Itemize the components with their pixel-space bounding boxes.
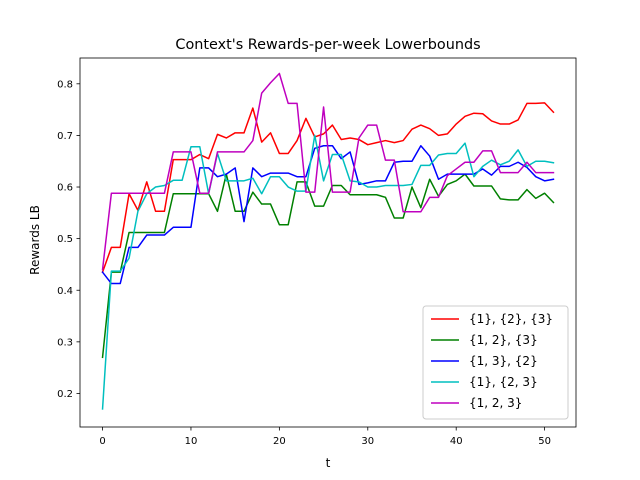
legend-box [422, 305, 569, 420]
y-tick-label: 0.3 [57, 337, 73, 348]
x-tick-label: 10 [185, 436, 198, 447]
legend: {1}, {2}, {3} {1, 2}, {3} {1, 3}, {2} {1}, … [422, 305, 569, 420]
series-line-3 [101, 134, 555, 410]
y-tick-label: 0.6 [57, 183, 73, 194]
x-tick-label: 50 [538, 436, 551, 447]
legend-label-0: {1}, {2}, {3} [469, 312, 553, 326]
x-tick-label: 0 [99, 436, 105, 447]
x-tick-label: 30 [361, 436, 374, 447]
series-line-0 [101, 102, 555, 274]
legend-label-3: {1}, {2, 3} [469, 375, 538, 389]
legend-label-1: {1, 2}, {3} [469, 333, 538, 347]
legend-label-2: {1, 3}, {2} [469, 354, 538, 368]
y-tick-label: 0.5 [57, 234, 73, 245]
series-group [101, 72, 555, 410]
y-axis-label: Rewards LB [28, 205, 42, 275]
chart-title: Context's Rewards-per-week Lowerbounds [175, 37, 480, 53]
y-tick-label: 0.8 [57, 79, 73, 90]
plot-area: 0 10 20 30 40 50 0.2 0.3 0.4 0.5 0.6 0.7 0.8 [57, 57, 577, 447]
x-tick-label: 20 [273, 436, 286, 447]
x-tick-label: 40 [450, 436, 463, 447]
series-line-4 [101, 72, 555, 271]
series-line-1 [101, 173, 555, 359]
legend-label-4: {1, 2, 3} [469, 396, 522, 410]
y-tick-label: 0.2 [57, 389, 73, 400]
x-axis-label: t [326, 456, 331, 470]
axes-frame [79, 57, 577, 428]
y-tick-label: 0.7 [57, 131, 73, 142]
y-tick-label: 0.4 [57, 286, 73, 297]
